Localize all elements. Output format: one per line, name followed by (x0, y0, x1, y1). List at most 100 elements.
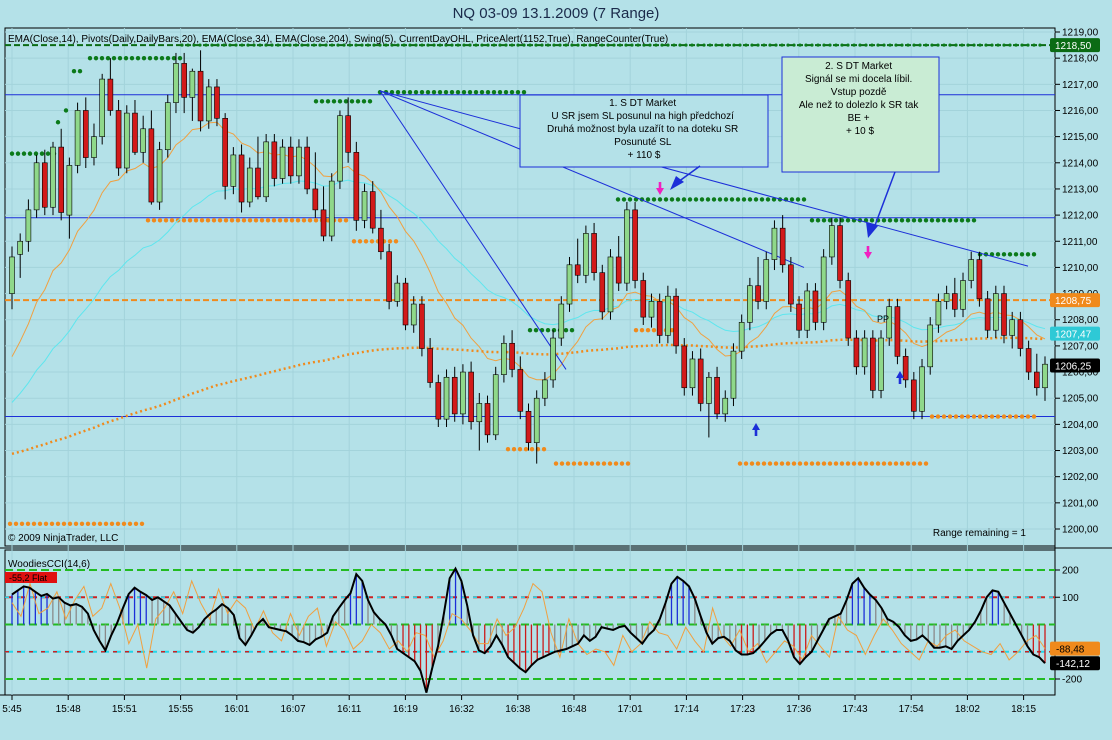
ema-14-line (11, 121, 1046, 381)
swing-dot (177, 55, 183, 61)
swing-dot (355, 99, 361, 104)
swing-dot (762, 43, 766, 47)
swing-dot (941, 218, 947, 223)
candle-body (287, 146, 294, 177)
swing-dot (864, 43, 868, 47)
swing-dot (527, 328, 533, 333)
swing-dot (571, 461, 577, 466)
swing-dot (735, 197, 741, 202)
swing-dot (229, 218, 235, 223)
candle-body (755, 285, 761, 302)
time-tick-label: 15:51 (112, 704, 137, 715)
candle-body (107, 78, 114, 111)
candle-body (935, 301, 942, 326)
swing-dot (115, 521, 121, 526)
swing-dot (105, 55, 111, 61)
swing-dot (675, 197, 681, 202)
swing-dot (601, 461, 607, 466)
swing-dot (911, 218, 917, 223)
candle-body (952, 293, 958, 310)
swing-dot (1038, 43, 1042, 47)
swing-dot (121, 521, 127, 526)
candle-body (501, 342, 507, 375)
candle-body (181, 63, 187, 98)
price-tick-label: 1200,00 (1062, 525, 1099, 536)
swing-dot (19, 521, 25, 526)
swing-dot (419, 89, 425, 95)
swing-dot (900, 43, 904, 47)
swing-dot (431, 89, 437, 95)
swing-dot (461, 89, 467, 95)
swing-dot (857, 461, 863, 466)
price-badge: 1208,75 (1055, 296, 1092, 307)
candle-body (91, 136, 97, 158)
time-tick-label: 16:01 (224, 704, 249, 715)
swing-dot (61, 521, 67, 526)
price-tick-label: 1213,00 (1062, 184, 1099, 195)
swing-dot (199, 218, 205, 223)
swing-dot (756, 43, 760, 47)
swing-dot (289, 218, 295, 223)
time-tick-label: 15:48 (56, 704, 81, 715)
candle-body (271, 141, 278, 179)
swing-dot (449, 89, 455, 95)
swing-dot (198, 43, 202, 47)
candle-body (927, 324, 934, 368)
swing-dot (491, 89, 497, 95)
swing-dot (906, 43, 910, 47)
swing-dot (972, 43, 976, 47)
swing-dot (396, 43, 400, 47)
candle-body (829, 225, 835, 258)
swing-dot (570, 43, 574, 47)
swing-dot (7, 521, 13, 526)
note1-line-3: Druhá možnost byla uzařít to na doteku S… (547, 124, 738, 135)
swing-dot (708, 43, 712, 47)
candle-body (853, 337, 860, 368)
svg-text:1. S DT Market U SR jsem: 1. S DT Market U SR jsem SL posunul na h… (547, 98, 741, 161)
swing-dot (737, 461, 743, 466)
swing-dot (93, 55, 99, 61)
candle-body (460, 371, 466, 415)
swing-dot (1025, 414, 1031, 419)
candle-body (607, 256, 614, 313)
candle-body (66, 165, 73, 216)
swing-dot (159, 55, 165, 61)
swing-dot (705, 197, 711, 202)
signal-markers (656, 182, 904, 436)
price-tick-label: 1210,00 (1062, 263, 1099, 274)
swing-dot (663, 197, 669, 202)
swing-dot (99, 55, 105, 61)
swing-dot (217, 218, 223, 223)
price-tick-label: 1218,00 (1062, 54, 1099, 65)
swing-dot (887, 461, 893, 466)
swing-dot (97, 521, 103, 526)
candle-body (968, 259, 975, 281)
swing-dot (870, 43, 874, 47)
swing-dot (351, 239, 357, 244)
candle-body (984, 298, 991, 331)
swing-dot (930, 43, 934, 47)
candle-body (648, 301, 655, 318)
swing-dot (390, 43, 394, 47)
swing-dot (342, 43, 346, 47)
swing-dot (479, 89, 485, 95)
swing-dot (792, 43, 796, 47)
candle-body (804, 290, 811, 331)
swing-dot (651, 197, 657, 202)
swing-dot (699, 197, 705, 202)
candle-body (599, 272, 606, 313)
swing-dot (669, 328, 675, 333)
swing-dot (528, 43, 532, 47)
price-tick-label: 1206,00 (1062, 368, 1099, 379)
swing-dot (306, 43, 310, 47)
swing-dot (432, 43, 436, 47)
note1-line-5: + 110 $ (628, 150, 661, 161)
swing-dot (809, 461, 815, 466)
candle-body (911, 379, 917, 412)
swing-dot (743, 461, 749, 466)
candle-body (468, 371, 474, 423)
candle-body (17, 240, 23, 255)
swing-dot (1001, 414, 1007, 419)
swing-dot (651, 328, 657, 333)
swing-dot (851, 461, 857, 466)
